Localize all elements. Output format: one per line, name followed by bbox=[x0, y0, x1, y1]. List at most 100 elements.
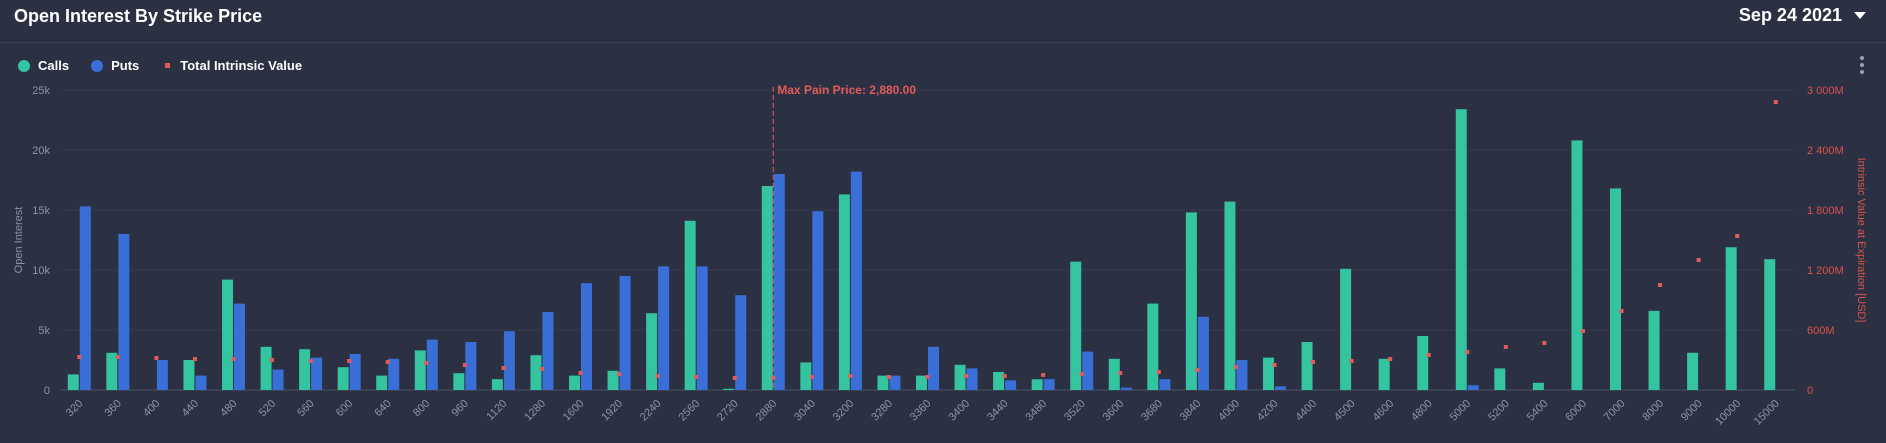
puts-bar bbox=[889, 375, 901, 390]
legend-intrinsic[interactable]: Total Intrinsic Value bbox=[161, 58, 302, 73]
puts-bar bbox=[1043, 379, 1055, 390]
calls-bar bbox=[646, 313, 658, 390]
calls-bar bbox=[1648, 310, 1660, 390]
x-tick-label: 15000 bbox=[1752, 398, 1782, 428]
legend-intrinsic-label: Total Intrinsic Value bbox=[180, 58, 303, 73]
intrinsic-point bbox=[1311, 360, 1316, 364]
x-tick-label: 10000 bbox=[1713, 398, 1743, 428]
intrinsic-point bbox=[964, 374, 969, 378]
intrinsic-points bbox=[77, 100, 1778, 380]
x-tick-label: 360 bbox=[102, 398, 123, 419]
intrinsic-point bbox=[231, 357, 236, 361]
x-tick-label: 640 bbox=[372, 398, 393, 419]
expiry-date-value: Sep 24 2021 bbox=[1738, 5, 1842, 25]
puts-bar bbox=[1197, 316, 1209, 390]
x-tick-label: 9000 bbox=[1679, 398, 1705, 424]
intrinsic-point bbox=[1002, 374, 1007, 378]
puts-bar bbox=[696, 266, 708, 390]
calls-bar bbox=[569, 375, 580, 390]
intrinsic-point bbox=[501, 366, 506, 370]
x-tick-label: 1120 bbox=[484, 398, 509, 423]
puts-bar bbox=[118, 234, 130, 390]
x-tick-label: 1600 bbox=[561, 398, 587, 424]
calls-bar bbox=[1571, 140, 1583, 390]
calls-bar bbox=[222, 279, 233, 390]
puts-bar bbox=[79, 206, 91, 390]
intrinsic-point bbox=[1118, 371, 1123, 375]
x-tick-label: 1920 bbox=[599, 398, 625, 424]
x-tick-label: 7000 bbox=[1602, 398, 1628, 424]
left-tick-label: 5k bbox=[38, 325, 50, 337]
puts-bar bbox=[234, 303, 245, 390]
puts-bar bbox=[619, 276, 631, 390]
x-tick-label: 4400 bbox=[1293, 398, 1319, 424]
intrinsic-point bbox=[925, 375, 930, 379]
expiry-date-dropdown[interactable]: Sep 24 2021 bbox=[1739, 5, 1866, 26]
calls-bar bbox=[1610, 188, 1621, 390]
intrinsic-point bbox=[1079, 372, 1084, 376]
calls-bar bbox=[299, 349, 311, 390]
calls-bar bbox=[1532, 382, 1544, 390]
intrinsic-point bbox=[424, 361, 429, 365]
left-tick-label: 0 bbox=[44, 385, 50, 397]
calls-bar bbox=[1031, 379, 1043, 390]
puts-bar bbox=[349, 354, 361, 390]
intrinsic-point bbox=[809, 375, 814, 379]
bars bbox=[67, 109, 1776, 390]
chart-menu-button[interactable] bbox=[1858, 56, 1866, 76]
puts-bar bbox=[1120, 387, 1132, 390]
intrinsic-point bbox=[886, 375, 891, 379]
calls-bar bbox=[1301, 342, 1313, 390]
x-tick-label: 800 bbox=[411, 398, 432, 419]
right-tick-label: 0 bbox=[1807, 385, 1813, 397]
more-vertical-icon bbox=[1860, 56, 1864, 60]
legend-calls[interactable]: Calls bbox=[18, 58, 69, 73]
right-tick-label: 1 200M bbox=[1807, 265, 1844, 277]
legend-puts[interactable]: Puts bbox=[91, 58, 139, 73]
x-tick-label: 2720 bbox=[715, 398, 741, 424]
intrinsic-point bbox=[1426, 353, 1431, 357]
puts-bar bbox=[812, 211, 824, 390]
intrinsic-point bbox=[694, 375, 699, 379]
puts-bar bbox=[195, 375, 207, 390]
puts-bar bbox=[928, 346, 939, 390]
calls-bar bbox=[1147, 303, 1159, 390]
x-tick-label: 3440 bbox=[985, 398, 1011, 424]
x-tick-label: 4000 bbox=[1216, 398, 1242, 424]
x-tick-label: 600 bbox=[334, 398, 355, 419]
puts-bar bbox=[735, 295, 747, 390]
puts-bar bbox=[272, 369, 284, 390]
right-tick-label: 600M bbox=[1807, 325, 1835, 337]
intrinsic-square-icon bbox=[165, 63, 171, 68]
legend-puts-label: Puts bbox=[111, 58, 140, 73]
intrinsic-point bbox=[462, 363, 467, 367]
y-axis-right-label: Intrinsic Value at Expiration [USD] bbox=[1855, 158, 1867, 323]
puts-bar bbox=[465, 342, 477, 390]
calls-bar bbox=[761, 186, 773, 390]
x-tick-label: 8000 bbox=[1640, 398, 1666, 424]
x-tick-label: 2560 bbox=[676, 398, 702, 424]
x-tick-label: 3680 bbox=[1139, 398, 1165, 424]
intrinsic-point bbox=[308, 359, 313, 363]
intrinsic-point bbox=[848, 374, 853, 378]
puts-bar bbox=[658, 266, 670, 390]
left-tick-label: 15k bbox=[32, 205, 50, 217]
intrinsic-point bbox=[1195, 368, 1200, 372]
puts-bar bbox=[1236, 360, 1248, 390]
puts-bar bbox=[426, 339, 438, 390]
x-tick-label: 400 bbox=[141, 398, 162, 419]
intrinsic-point bbox=[578, 371, 583, 375]
calls-bar bbox=[530, 355, 542, 390]
intrinsic-point bbox=[1542, 341, 1547, 345]
x-tick-label: 5000 bbox=[1448, 398, 1474, 424]
calls-bar bbox=[260, 346, 272, 390]
grid-lines bbox=[60, 89, 1795, 391]
x-tick-label: 480 bbox=[218, 398, 239, 419]
intrinsic-point bbox=[1735, 234, 1740, 238]
puts-bar bbox=[1159, 379, 1171, 390]
calls-bar bbox=[1764, 259, 1776, 390]
x-tick-label: 4800 bbox=[1409, 398, 1435, 424]
right-axis: 0 600M 1 200M 1 800M 2 400M 3 000M bbox=[1807, 85, 1844, 397]
calls-bar bbox=[414, 350, 426, 390]
